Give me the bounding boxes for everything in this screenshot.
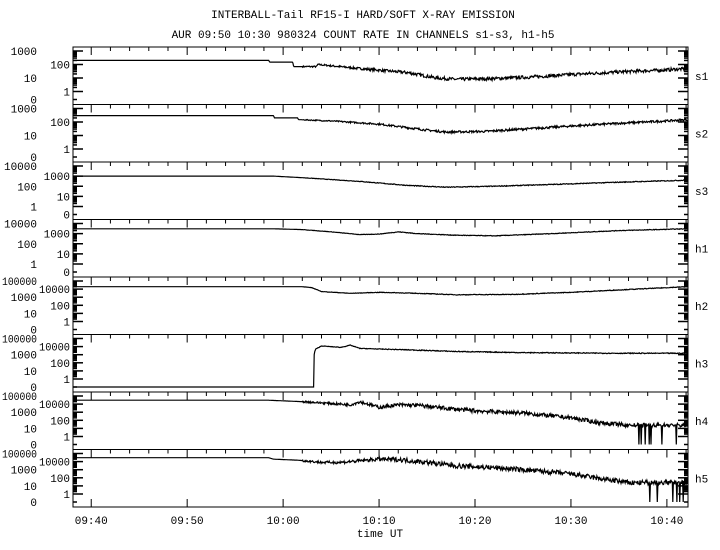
series-line-h1: [73, 227, 688, 237]
panel-frame: [72, 161, 689, 220]
y-tick-label: 10: [24, 309, 37, 321]
series-line-h2: [73, 285, 689, 296]
y-tick-label: 10000: [4, 220, 37, 232]
y-tick-label: 1000: [44, 230, 70, 242]
y-tick-label: 10000: [39, 458, 70, 470]
y-tick-label: 100000: [2, 335, 37, 347]
channel-label-h3: h3: [695, 359, 708, 371]
y-tick-label: 1000: [11, 293, 37, 305]
y-tick-label: 0: [30, 96, 37, 108]
y-tick-label: 1000: [11, 105, 37, 117]
y-tick-label: 10000: [39, 400, 70, 412]
y-tick-label: 100000: [2, 277, 37, 289]
y-tick-label: 1000: [44, 172, 70, 184]
channel-label-h2: h2: [695, 302, 708, 314]
channel-label-h5: h5: [695, 474, 708, 486]
y-tick-label: 100: [17, 240, 37, 252]
y-tick-label: 0: [30, 326, 37, 338]
y-tick-label: 100: [50, 416, 70, 428]
y-tick-label: 100: [17, 182, 37, 194]
channel-label-s1: s1: [695, 72, 709, 84]
series-line-h4: [73, 399, 689, 445]
y-tick-label: 100: [50, 61, 70, 73]
series-line-h3: [73, 344, 689, 388]
y-tick-label: 100000: [2, 450, 37, 462]
y-tick-label: 100: [50, 359, 70, 371]
panel-frame: [72, 219, 689, 278]
y-tick-label: 10: [24, 424, 37, 436]
y-tick-label: 10: [24, 74, 37, 86]
y-tick-label: 1: [30, 203, 37, 215]
panel-frame: [72, 46, 689, 105]
y-tick-label: 1000: [11, 408, 37, 420]
y-tick-label: 10000: [39, 285, 70, 297]
y-tick-label: 1: [30, 260, 37, 272]
y-tick-label: 1: [63, 433, 70, 445]
panel-frame: [72, 104, 689, 163]
y-tick-label: 1: [63, 145, 70, 157]
y-tick-label: 0: [63, 211, 70, 223]
y-tick-label: 10: [57, 192, 70, 204]
y-tick-label: 0: [30, 383, 37, 395]
x-tick-label: 10:30: [554, 516, 587, 528]
y-tick-label: 100: [50, 118, 70, 130]
x-tick-label: 10:00: [267, 516, 300, 528]
y-tick-label: 10: [24, 482, 37, 494]
panel-frame: [72, 334, 689, 393]
channel-label-h1: h1: [695, 244, 709, 256]
panel-frame: [72, 276, 689, 335]
series-line-s2: [73, 115, 689, 135]
y-tick-label: 1000: [11, 466, 37, 478]
x-axis-tick-labels: 09:40 09:50 10:00 10:10 10:20 10:30 10:40: [75, 499, 683, 528]
y-tick-label: 1000: [11, 351, 37, 363]
y-tick-label: 10: [57, 250, 70, 262]
y-tick-label: 0: [30, 498, 37, 510]
x-axis-label: time UT: [357, 529, 404, 541]
chart-subtitle: AUR 09:50 10:30 980324 COUNT RATE IN CHA…: [172, 30, 555, 42]
x-tick-label: 10:20: [458, 516, 491, 528]
y-tick-label: 0: [63, 268, 70, 280]
x-tick-label: 10:10: [363, 516, 396, 528]
y-tick-label: 1000: [11, 47, 37, 59]
panels: 10001001010s110001001010s210000100010010…: [2, 46, 709, 510]
channel-label-s3: s3: [695, 187, 708, 199]
chart-title: INTERBALL-Tail RF15-I HARD/SOFT X-RAY EM…: [211, 10, 515, 22]
y-tick-label: 1: [63, 375, 70, 387]
y-tick-label: 1: [63, 490, 70, 502]
channel-label-h4: h4: [695, 417, 709, 429]
y-tick-label: 1: [63, 88, 70, 100]
y-tick-label: 10: [24, 367, 37, 379]
series-line-s3: [73, 175, 689, 189]
y-tick-label: 10000: [39, 343, 70, 355]
x-tick-label: 09:40: [75, 516, 108, 528]
y-tick-label: 10: [24, 132, 37, 144]
channel-label-s2: s2: [695, 129, 708, 141]
series-line-s1: [73, 59, 689, 83]
y-tick-label: 0: [30, 153, 37, 165]
y-tick-label: 10000: [4, 162, 37, 174]
y-tick-label: 1: [63, 318, 70, 330]
x-tick-label: 10:40: [650, 516, 683, 528]
y-tick-label: 100000: [2, 392, 37, 404]
y-tick-label: 100: [50, 474, 70, 486]
y-tick-label: 100: [50, 301, 70, 313]
y-tick-label: 0: [30, 441, 37, 453]
series-line-h5: [73, 455, 688, 503]
x-tick-label: 09:50: [171, 516, 204, 528]
